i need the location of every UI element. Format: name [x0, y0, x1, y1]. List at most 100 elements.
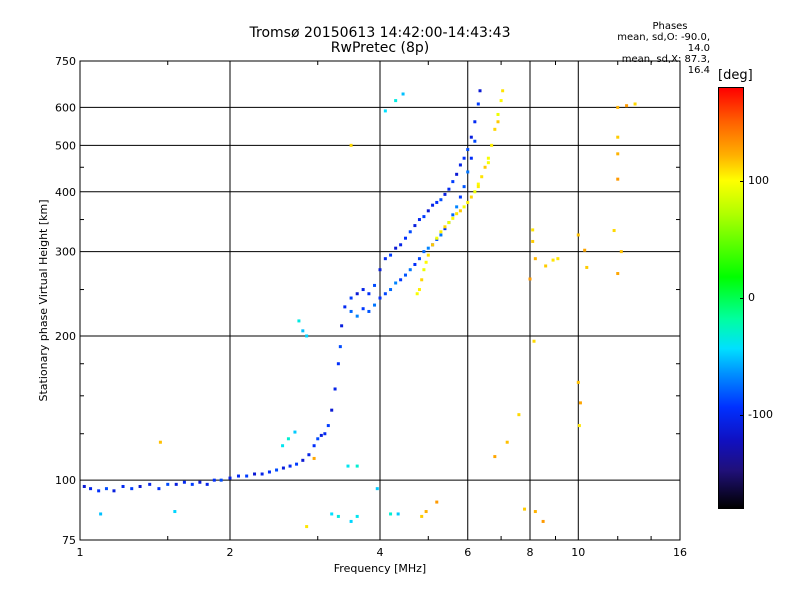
chart-subtitle: RwPretec (8p) [330, 40, 430, 56]
data-point [245, 474, 249, 478]
colorbar-unit: [deg] [718, 68, 753, 83]
data-point [541, 519, 545, 523]
data-point [462, 185, 466, 189]
data-point [236, 474, 240, 478]
data-point [435, 200, 439, 204]
x-tick-label: 4 [377, 546, 384, 559]
data-point [616, 272, 620, 276]
colorbar-tick [740, 180, 744, 182]
data-point [130, 487, 134, 491]
data-point [443, 192, 447, 196]
data-point [82, 484, 86, 488]
data-point [578, 401, 582, 405]
phase-stats-o: mean, sd,O: -90.0, 14.0 [617, 32, 710, 54]
data-point [89, 487, 93, 491]
data-point [426, 209, 430, 213]
x-tick-label: 6 [464, 546, 471, 559]
data-point [361, 288, 365, 292]
data-point [182, 480, 186, 484]
data-point [401, 92, 405, 96]
data-point [343, 305, 347, 309]
data-point [316, 437, 320, 441]
data-point [473, 190, 477, 194]
data-point [281, 466, 285, 470]
data-point [403, 273, 407, 277]
data-point [396, 512, 400, 516]
data-point [585, 265, 589, 269]
data-point [307, 453, 311, 457]
data-point [435, 236, 439, 240]
data-point [576, 233, 580, 237]
data-point [422, 250, 426, 254]
data-point [112, 489, 116, 493]
y-tick-label: 500 [55, 139, 76, 152]
data-point [260, 472, 264, 476]
data-point [451, 213, 455, 217]
data-point [531, 228, 535, 232]
data-point [483, 165, 487, 169]
data-point [496, 112, 500, 116]
data-point [267, 470, 271, 474]
data-point [355, 514, 359, 518]
data-point [389, 288, 393, 292]
data-point [455, 205, 459, 209]
x-axis-label: Frequency [MHz] [334, 562, 426, 575]
data-point [496, 120, 500, 124]
data-point [355, 314, 359, 318]
data-point [493, 127, 497, 131]
data-point [228, 476, 232, 480]
data-point [413, 224, 417, 228]
data-point [466, 148, 470, 152]
data-point [212, 478, 216, 482]
data-point [420, 514, 424, 518]
phase-stats-heading: Phases [652, 21, 688, 32]
data-point [544, 264, 548, 268]
data-point [420, 278, 424, 282]
data-point [447, 187, 451, 191]
data-point [417, 218, 421, 222]
data-point [355, 292, 359, 296]
data-point [619, 250, 623, 254]
data-point [323, 432, 327, 436]
data-point [480, 175, 484, 179]
data-point [616, 177, 620, 181]
data-point [174, 482, 178, 486]
data-point [286, 437, 290, 441]
data-point [583, 248, 587, 252]
data-point [476, 182, 480, 186]
data-point [399, 243, 403, 247]
data-point [367, 292, 371, 296]
data-point [375, 487, 379, 491]
data-point [443, 225, 447, 229]
data-point [173, 510, 177, 514]
data-point [293, 430, 297, 434]
data-point [383, 109, 387, 113]
data-point [473, 120, 477, 124]
x-tick-label: 16 [673, 546, 687, 559]
data-point [616, 135, 620, 139]
data-point [499, 99, 503, 103]
data-point [435, 500, 439, 504]
data-point [394, 281, 398, 285]
data-point [373, 303, 377, 307]
data-point [462, 205, 466, 209]
data-point [426, 253, 430, 257]
data-point [99, 512, 103, 516]
data-point [469, 135, 473, 139]
data-point [528, 277, 532, 281]
data-point [305, 525, 309, 529]
data-point [501, 89, 505, 93]
data-point [486, 156, 490, 160]
data-point [577, 424, 581, 428]
data-point [349, 296, 353, 300]
data-point [361, 307, 365, 311]
data-point [138, 484, 142, 488]
data-point [443, 227, 447, 231]
data-point [505, 440, 509, 444]
x-tick-label: 1 [77, 546, 84, 559]
y-tick-label: 200 [55, 330, 76, 343]
data-point [336, 514, 340, 518]
y-tick-label: 300 [55, 246, 76, 259]
data-point [305, 334, 309, 338]
